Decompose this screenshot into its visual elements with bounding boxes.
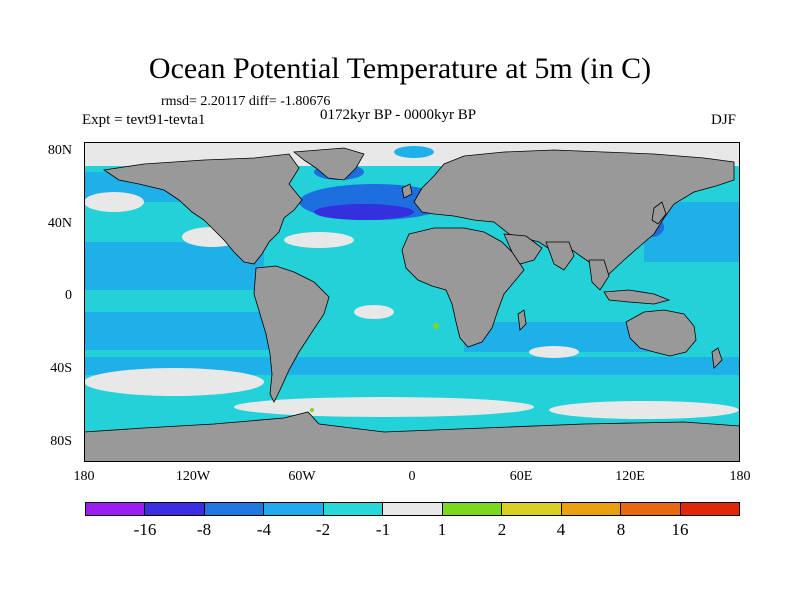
season-label: DJF	[711, 112, 737, 128]
colorbar-label-4: 4	[556, 520, 566, 539]
land-europe-asia	[413, 149, 735, 275]
x-axis-label-120w: 120W	[175, 469, 211, 484]
land-new-zealand	[711, 347, 723, 369]
land-arabia	[503, 233, 543, 265]
neutral-zones	[84, 142, 740, 419]
warm-benguela	[433, 323, 439, 329]
colorbar-swatch-0	[86, 503, 146, 515]
land-greenland	[292, 147, 365, 181]
map-border	[84, 142, 740, 462]
land-africa	[401, 227, 525, 348]
x-axis-label-180w: 180	[73, 469, 95, 484]
land-south-america	[253, 265, 330, 403]
colorbar-swatch-2	[204, 503, 265, 515]
neutral-north-pacific	[84, 192, 144, 212]
x-axis-label-60e: 60E	[509, 469, 533, 484]
colorbar-swatch-1	[145, 503, 205, 515]
land-antarctica	[84, 411, 740, 462]
neutral-south-atlantic	[234, 397, 534, 417]
colorbar-label-1: 1	[437, 520, 447, 539]
colorbar-swatch-7	[502, 503, 562, 515]
world-map	[84, 142, 740, 462]
neutral-indian-south	[529, 346, 579, 358]
colorbar-swatch-4	[323, 503, 384, 515]
colorbar-label-8: 8	[616, 520, 626, 539]
land-uk	[401, 183, 413, 199]
neutral-subtropical-atlantic	[284, 232, 354, 248]
warm-patagonia	[310, 408, 314, 412]
colorbar-swatch-9	[621, 503, 681, 515]
land-southeast-asia	[588, 259, 610, 291]
period-label: 0172kyr BP - 0000kyr BP	[320, 107, 477, 123]
land-australia	[625, 309, 697, 357]
colorbar-label-16: 16	[671, 520, 689, 539]
cold-north-atlantic-core	[314, 204, 414, 220]
x-axis-label-0: 0	[408, 469, 416, 484]
band-southern-ocean	[84, 357, 740, 375]
colorbar-label-minus2: -2	[315, 520, 331, 539]
land-india	[545, 241, 575, 271]
colorbar-label-minus8: -8	[196, 520, 212, 539]
neutral-mid-atlantic	[354, 305, 394, 319]
y-axis-label-40s: 40S	[50, 361, 72, 376]
y-axis-label-80n: 80N	[47, 143, 72, 158]
experiment-label: Expt = tevt91-tevta1	[82, 112, 206, 128]
colorbar-swatch-3	[264, 503, 324, 515]
land-indonesia	[603, 289, 671, 305]
colorbar	[85, 502, 740, 516]
colorbar-swatch-5	[383, 503, 443, 515]
x-axis-label-180e: 180	[729, 469, 751, 484]
x-axis-label-120e: 120E	[615, 469, 645, 484]
colorbar-label-minus1: -1	[375, 520, 391, 539]
stats-label: rmsd= 2.20117 diff= -1.80676	[161, 94, 331, 109]
colorbar-label-2: 2	[497, 520, 507, 539]
land-masses	[84, 147, 740, 462]
land-north-america	[102, 153, 303, 265]
colorbar-swatch-6	[442, 503, 503, 515]
land-madagascar	[517, 309, 527, 331]
plot-title: Ocean Potential Temperature at 5m (in C)	[148, 52, 652, 85]
y-axis-label-40n: 40N	[47, 216, 72, 231]
colorbar-swatch-8	[561, 503, 622, 515]
colorbar-swatch-10	[680, 503, 739, 515]
band-south-pacific	[84, 312, 284, 350]
neutral-southern-indian	[549, 401, 739, 419]
neutral-south-pacific	[84, 368, 264, 396]
land-japan	[651, 201, 667, 225]
colorbar-label-minus4: -4	[256, 520, 272, 539]
cold-nordic	[394, 146, 434, 158]
x-axis-label-60w: 60W	[288, 469, 316, 484]
y-axis-label-80s: 80S	[50, 434, 72, 449]
colorbar-label-minus16: -16	[133, 520, 157, 539]
y-axis-label-0: 0	[65, 288, 72, 303]
